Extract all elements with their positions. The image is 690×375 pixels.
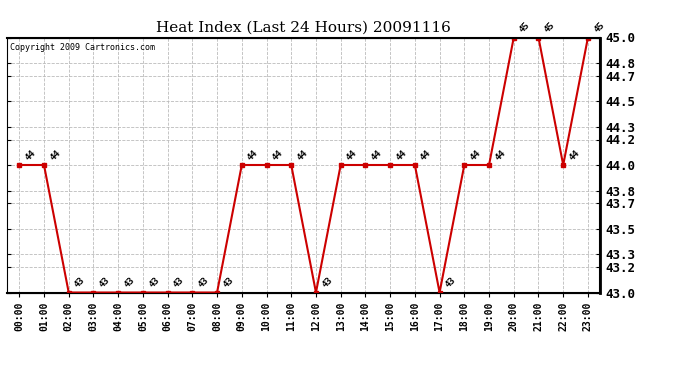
Text: 43: 43	[197, 276, 210, 290]
Text: 43: 43	[172, 276, 186, 290]
Text: 43: 43	[320, 276, 334, 290]
Text: 44: 44	[270, 148, 285, 162]
Text: 43: 43	[444, 276, 457, 290]
Text: 44: 44	[23, 148, 37, 162]
Text: 44: 44	[345, 148, 359, 162]
Text: 45: 45	[542, 21, 557, 35]
Text: 43: 43	[97, 276, 112, 290]
Text: 45: 45	[518, 21, 532, 35]
Title: Heat Index (Last 24 Hours) 20091116: Heat Index (Last 24 Hours) 20091116	[156, 21, 451, 35]
Text: 44: 44	[48, 148, 62, 162]
Text: 43: 43	[122, 276, 137, 290]
Text: 44: 44	[567, 148, 582, 162]
Text: 44: 44	[493, 148, 507, 162]
Text: 43: 43	[73, 276, 87, 290]
Text: 44: 44	[246, 148, 260, 162]
Text: Copyright 2009 Cartronics.com: Copyright 2009 Cartronics.com	[10, 43, 155, 52]
Text: 44: 44	[419, 148, 433, 162]
Text: 44: 44	[370, 148, 384, 162]
Text: 43: 43	[147, 276, 161, 290]
Text: 45: 45	[592, 21, 606, 35]
Text: 44: 44	[469, 148, 482, 162]
Text: 44: 44	[394, 148, 408, 162]
Text: 44: 44	[295, 148, 309, 162]
Text: 43: 43	[221, 276, 235, 290]
